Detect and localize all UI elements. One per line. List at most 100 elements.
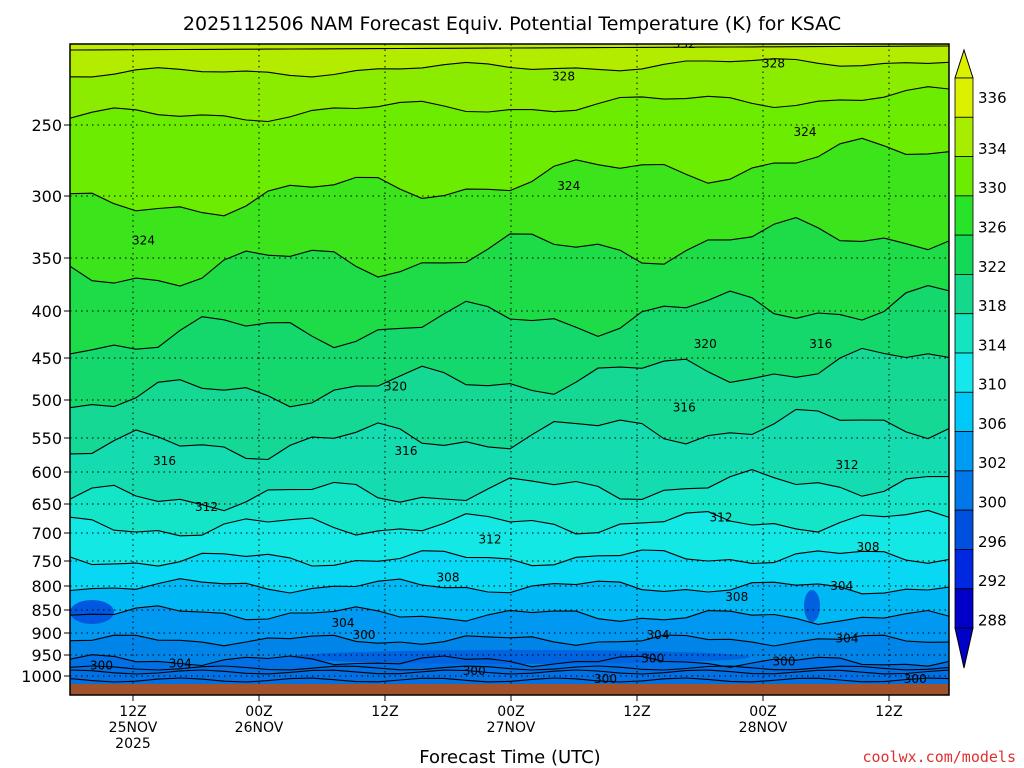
colorbar-label: 296 <box>978 533 1007 551</box>
colorbar-label: 330 <box>978 179 1007 197</box>
contour-label: 316 <box>673 401 696 415</box>
y-tick-label: 300 <box>31 187 62 206</box>
colorbar-label: 334 <box>978 140 1007 158</box>
contour-label: 316 <box>809 337 832 351</box>
contour-label: 300 <box>904 672 927 686</box>
colorbar-swatch <box>954 234 974 275</box>
contour-label: 304 <box>169 656 192 670</box>
contour-label: 300 <box>353 628 376 642</box>
y-tick-label: 800 <box>31 577 62 596</box>
y-tick-label: 850 <box>31 601 62 620</box>
contour-label: 304 <box>830 579 853 593</box>
cold-core <box>804 590 820 622</box>
contour-line <box>70 137 949 217</box>
colorbar-label: 288 <box>978 611 1007 629</box>
colorbar-swatch <box>954 116 974 157</box>
contour-label: 328 <box>552 69 575 83</box>
contour-line <box>70 58 949 78</box>
contour-line <box>70 408 949 461</box>
x-axis-label: Forecast Time (UTC) <box>419 747 600 768</box>
plot-frame <box>69 43 950 696</box>
contour-label: 304 <box>836 631 859 645</box>
colorbar-swatch <box>954 588 974 629</box>
colorbar-label: 322 <box>978 258 1007 276</box>
y-tick-label: 600 <box>31 463 62 482</box>
colorbar-swatch <box>954 77 974 118</box>
x-tick-label: 26NOV <box>235 720 284 736</box>
contour-label: 316 <box>395 444 418 458</box>
y-tick-label: 900 <box>31 624 62 643</box>
colorbar-cap-bottom <box>954 627 974 669</box>
contour-line <box>70 669 949 675</box>
y-tick-label: 650 <box>31 495 62 514</box>
x-tick-label: 25NOV <box>109 720 158 736</box>
contour-label: 328 <box>762 56 785 70</box>
colorbar-swatch <box>954 352 974 393</box>
cold-layer <box>290 650 750 664</box>
colorbar-label: 336 <box>978 89 1007 107</box>
contour-label: 304 <box>332 616 355 630</box>
contour-label: 320 <box>694 337 717 351</box>
y-tick-label: 700 <box>31 524 62 543</box>
contour-line <box>70 634 949 647</box>
x-tick-label: 28NOV <box>739 720 788 736</box>
y-tick-label: 350 <box>31 249 62 268</box>
colorbar-label: 300 <box>978 494 1007 512</box>
colorbar-label: 326 <box>978 219 1007 237</box>
colorbar-cap-top <box>954 48 974 79</box>
ground-strip <box>70 684 949 695</box>
contour-label: 324 <box>557 179 580 193</box>
x-tick-label: 27NOV <box>487 720 536 736</box>
contour-label: 324 <box>794 125 817 139</box>
x-tick-label: 00Z <box>245 704 272 720</box>
contour-label: 300 <box>641 651 664 665</box>
colorbar-swatch <box>954 156 974 197</box>
colorbar-label: 310 <box>978 376 1007 394</box>
contour-line <box>70 578 949 595</box>
contour-label: 300 <box>773 654 796 668</box>
credit-text[interactable]: coolwx.com/models <box>862 748 1016 766</box>
contour-line <box>70 677 949 683</box>
cold-core <box>70 600 114 624</box>
x-tick-label: 12Z <box>371 704 398 720</box>
colorbar-label: 306 <box>978 415 1007 433</box>
colorbar-swatch <box>954 549 974 590</box>
contour-line <box>70 469 949 512</box>
contour-label: 332 <box>673 37 696 51</box>
plot-area: 332 328 328 324 324 324 320 316 320 316 316 316 312 3… <box>70 37 949 695</box>
contour-label: 300 <box>90 659 113 673</box>
colorbar-label: 318 <box>978 297 1007 315</box>
colorbar-swatch <box>954 313 974 354</box>
contour-label: 316 <box>153 454 176 468</box>
y-tick-label: 450 <box>31 349 62 368</box>
contour-label: 300 <box>463 664 486 678</box>
colorbar-swatch <box>954 431 974 472</box>
contour-label: 308 <box>725 590 748 604</box>
colorbar-swatch <box>954 274 974 315</box>
contour-label: 308 <box>437 571 460 585</box>
contour-line <box>70 347 949 409</box>
x-tick-label: 00Z <box>749 704 776 720</box>
chart-title: 2025112506 NAM Forecast Equiv. Potential… <box>183 13 841 35</box>
y-tick-label: 1000 <box>21 667 62 686</box>
x-tick-label: 12Z <box>875 704 902 720</box>
contour-line <box>70 217 949 287</box>
y-tick-label: 750 <box>31 552 62 571</box>
colorbar-label: 302 <box>978 454 1007 472</box>
x-tick-label: 2025 <box>115 736 151 752</box>
contour-line <box>70 285 949 355</box>
contour-label: 308 <box>857 540 880 554</box>
x-tick-label: 12Z <box>623 704 650 720</box>
contour-line <box>70 654 949 668</box>
colorbar-swatch <box>954 195 974 236</box>
y-tick-label: 500 <box>31 391 62 410</box>
contour-label: 312 <box>836 458 859 472</box>
y-tick-label: 250 <box>31 116 62 135</box>
x-tick-label: 12Z <box>119 704 146 720</box>
contour-line <box>70 549 949 567</box>
x-tick-label: 00Z <box>497 704 524 720</box>
contour-line <box>70 86 949 123</box>
contour-label: 312 <box>710 510 733 524</box>
contour-line <box>70 665 949 671</box>
